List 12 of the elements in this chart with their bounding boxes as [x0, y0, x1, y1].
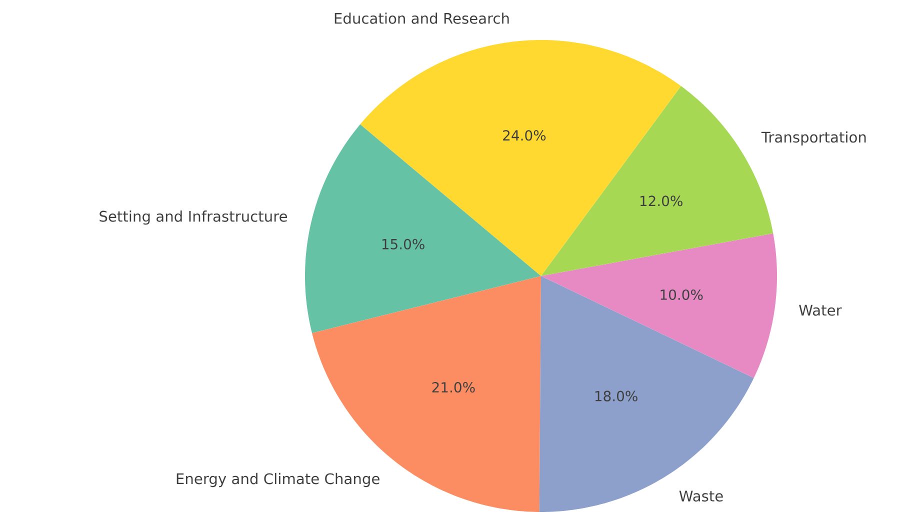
data-label: 10.0% — [660, 289, 703, 300]
slice-label: Waste — [679, 490, 723, 502]
slice-label: Water — [799, 304, 842, 316]
data-label: 18.0% — [595, 390, 638, 402]
slice-label: Transportation — [761, 131, 866, 146]
slice-label: Setting and Infrastructure — [100, 210, 288, 225]
data-label: 15.0% — [382, 238, 424, 250]
data-label: 21.0% — [432, 382, 475, 393]
data-label: 12.0% — [640, 196, 682, 206]
data-label: 24.0% — [503, 130, 546, 141]
slice-label: Education and Research — [334, 12, 509, 24]
slice-label: Energy and Climate Change — [176, 472, 380, 488]
